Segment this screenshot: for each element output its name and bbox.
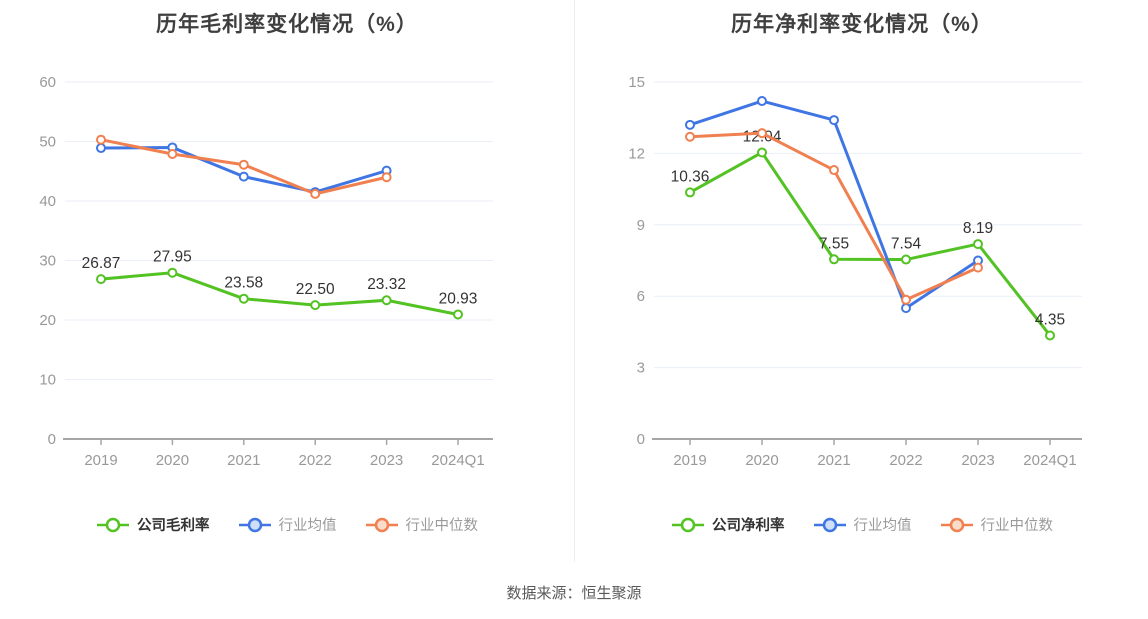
data-point-marker [685, 131, 695, 142]
y-tick-label: 0 [48, 431, 56, 448]
y-tick-label: 50 [39, 134, 56, 151]
legend-label: 公司毛利率 [137, 518, 210, 534]
data-point-marker [96, 134, 106, 145]
data-point-marker [238, 171, 249, 182]
net-margin-chart-panel: 历年净利率变化情况（%） 0 3 6 9 12 15 2019 2020 2021 2022 202… [575, 0, 1148, 562]
x-tick-label: 2021 [227, 452, 260, 469]
data-point-marker [238, 159, 249, 170]
legend-item-median[interactable]: 行业中位数 [940, 514, 1054, 535]
x-tick-label: 2019 [84, 452, 117, 469]
data-point-marker [238, 293, 249, 304]
data-point-label: 27.95 [153, 249, 192, 266]
data-point-marker [96, 274, 106, 285]
series-line-median [688, 131, 980, 302]
data-point-label: 26.87 [82, 255, 121, 272]
data-point-marker [757, 147, 767, 158]
data-point-marker [167, 148, 178, 159]
data-point-marker [757, 128, 767, 139]
data-point-marker [381, 172, 392, 183]
y-tick-label: 9 [637, 217, 645, 234]
x-tick-label: 2021 [817, 452, 850, 469]
data-point-marker [685, 119, 695, 130]
gross-margin-chart-panel: 历年毛利率变化情况（%） 0 10 20 30 40 50 60 2019 2020 2021 20… [0, 0, 575, 562]
data-point-label: 7.55 [819, 235, 849, 252]
data-point-label: 4.35 [1035, 311, 1065, 328]
y-tick-label: 20 [39, 312, 56, 329]
y-tick-label: 30 [39, 253, 56, 270]
data-point-marker [685, 187, 695, 198]
y-tick-label: 3 [637, 360, 645, 377]
x-tick-label: 2020 [745, 452, 778, 469]
net-margin-chart-title: 历年净利率变化情况（%） [731, 13, 993, 36]
y-tick-label: 6 [637, 288, 645, 305]
data-point-label: 10.36 [671, 168, 710, 185]
net-margin-legend: 公司净利率 行业均值 行业中位数 [575, 514, 1148, 535]
data-point-label: 22.50 [296, 281, 335, 298]
legend-item-mean[interactable]: 行业均值 [238, 514, 337, 535]
legend-item-mean[interactable]: 行业均值 [813, 514, 912, 535]
y-tick-label: 0 [637, 431, 645, 448]
y-tick-label: 60 [39, 74, 56, 91]
legend-line-marker-icon [813, 517, 846, 532]
data-point-marker [1045, 330, 1055, 341]
legend-label: 行业均值 [853, 518, 912, 534]
x-tick-label: 2024Q1 [1023, 452, 1076, 469]
x-tick-label: 2019 [673, 452, 706, 469]
data-point-marker [829, 115, 839, 126]
data-point-marker [310, 188, 321, 199]
gross-margin-legend: 公司毛利率 行业均值 行业中位数 [0, 514, 574, 535]
x-tick-label: 2020 [156, 452, 189, 469]
y-tick-label: 40 [39, 193, 56, 210]
legend-label: 公司净利率 [712, 518, 785, 534]
data-point-marker [310, 300, 321, 311]
y-tick-label: 10 [39, 372, 56, 389]
data-point-marker [829, 165, 839, 176]
legend-line-marker-icon [97, 517, 129, 532]
legend-item-median[interactable]: 行业中位数 [365, 514, 479, 535]
series-line-company [688, 150, 1052, 337]
legend-item-company[interactable]: 公司净利率 [671, 514, 785, 535]
data-source-note: 数据来源：恒生聚源 [506, 585, 642, 602]
series-line-mean [99, 145, 389, 194]
data-point-marker [96, 143, 106, 154]
legend-label: 行业中位数 [980, 518, 1054, 534]
data-point-marker [973, 262, 983, 273]
data-point-marker [901, 294, 911, 305]
data-point-marker [901, 254, 911, 265]
data-point-label: 23.32 [367, 276, 406, 293]
x-tick-label: 2022 [299, 452, 332, 469]
legend-line-marker-icon [672, 517, 704, 532]
net-margin-plot: 03691215201920202021202220232024Q110.361… [628, 74, 1082, 469]
data-point-marker [167, 267, 178, 278]
data-point-marker [829, 254, 839, 265]
y-tick-label: 12 [628, 145, 645, 162]
x-tick-label: 2022 [889, 452, 922, 469]
series-line-mean [688, 99, 980, 310]
data-point-label: 20.93 [439, 290, 478, 307]
legend-label: 行业均值 [278, 518, 337, 534]
series-line-company [99, 271, 460, 316]
y-tick-label: 15 [628, 74, 645, 91]
data-point-marker [453, 309, 463, 320]
legend-line-marker-icon [238, 517, 271, 532]
gross-margin-plot: 0 10 20 30 40 50 60 2019 2020 2021 2022 2023 2024Q1 2… [39, 74, 493, 469]
data-point-marker [757, 96, 767, 107]
data-point-marker [973, 239, 983, 250]
legend-line-marker-icon [365, 517, 398, 532]
data-point-label: 8.19 [963, 220, 993, 237]
x-tick-label: 2023 [961, 452, 994, 469]
x-tick-label: 2023 [370, 452, 403, 469]
data-point-marker [901, 303, 911, 314]
legend-item-company[interactable]: 公司毛利率 [96, 514, 210, 535]
legend-label: 行业中位数 [405, 518, 479, 534]
data-point-label: 23.58 [224, 275, 263, 292]
legend-line-marker-icon [940, 517, 973, 532]
data-point-marker [381, 295, 392, 306]
data-point-label: 7.54 [891, 236, 922, 253]
x-tick-label: 2024Q1 [431, 452, 484, 469]
gross-margin-chart-title: 历年毛利率变化情况（%） [156, 13, 418, 36]
